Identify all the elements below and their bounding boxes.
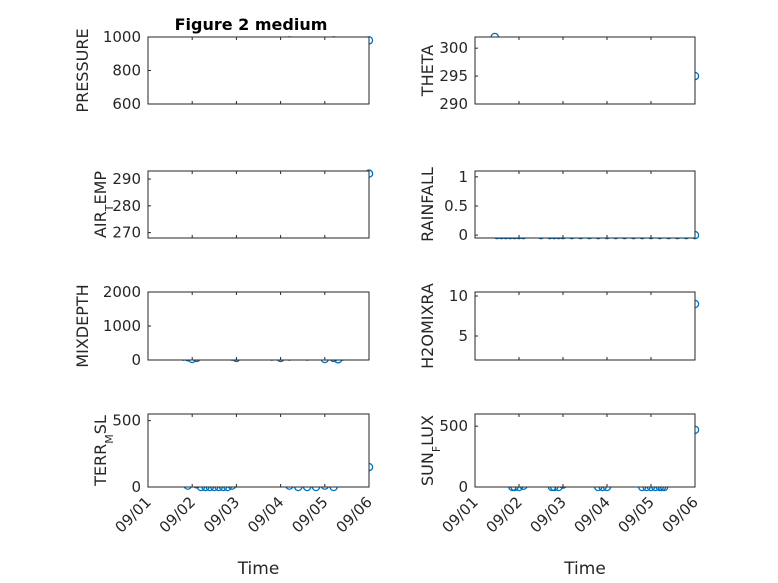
axes-frame <box>147 36 370 105</box>
x-tick-label: 09/03 <box>200 493 243 536</box>
y-tick-label: 5 <box>458 327 468 345</box>
x-tick-label: 09/04 <box>244 493 287 536</box>
axes-frame <box>147 170 370 239</box>
x-tick-label: 09/02 <box>156 493 199 536</box>
axes-frame <box>474 291 696 361</box>
y-axis-label: AIRTEMP <box>91 171 116 238</box>
x-tick-label: 09/05 <box>288 493 331 536</box>
y-tick-label: 500 <box>112 412 141 430</box>
y-tick-label: 300 <box>439 39 468 57</box>
x-axis-label: Time <box>237 559 280 579</box>
y-tick-label: 280 <box>112 197 141 215</box>
y-tick-label: 1000 <box>103 317 141 335</box>
x-tick-label: 09/05 <box>615 493 658 536</box>
axes-frame <box>474 413 696 488</box>
y-axis-label: TERRMSL <box>91 415 116 487</box>
x-tick-label: 09/06 <box>659 493 702 536</box>
y-tick-label: 270 <box>112 224 141 242</box>
figure-title: Figure 2 medium <box>175 15 328 34</box>
y-tick-label: 0 <box>458 478 468 496</box>
y-tick-label: 295 <box>439 67 468 85</box>
y-tick-label: 10 <box>449 287 468 305</box>
y-tick-label: 500 <box>439 417 468 435</box>
y-axis-label: THETA <box>418 45 437 97</box>
y-axis-label: SUNFLUX <box>418 415 443 486</box>
y-tick-label: 600 <box>112 95 141 113</box>
y-axis-label: H2OMIXRA <box>418 283 437 369</box>
x-tick-label: 09/03 <box>527 493 570 536</box>
y-axis-label: MIXDEPTH <box>73 284 92 367</box>
y-tick-label: 2000 <box>103 283 141 301</box>
y-tick-label: 0 <box>131 478 141 496</box>
subplot-4: 0 0.5 1 RAINFALL <box>418 167 700 244</box>
axes-frame <box>147 413 370 488</box>
subplot-5: 0 1000 2000 MIXDEPTH <box>73 283 370 369</box>
x-tick-label: 09/02 <box>483 493 526 536</box>
axes-frame <box>474 170 696 239</box>
x-tick-label: 09/04 <box>571 493 614 536</box>
x-tick-label: 09/01 <box>112 493 155 536</box>
subplot-6: 5 10 H2OMIXRA <box>418 283 700 369</box>
subplot-1: 600 800 1000 PRESSURE <box>73 28 374 113</box>
axes-frame <box>147 291 370 361</box>
y-tick-label: 1 <box>458 168 468 186</box>
y-tick-label: 800 <box>112 62 141 80</box>
y-tick-label: 0 <box>131 351 141 369</box>
y-tick-label: 1000 <box>103 28 141 46</box>
y-tick-label: 0.5 <box>444 197 468 215</box>
y-tick-label: 0 <box>458 226 468 244</box>
x-axis-label: Time <box>563 559 606 579</box>
y-axis-label: RAINFALL <box>418 167 437 242</box>
x-tick-label: 09/01 <box>439 493 482 536</box>
axes-frame <box>474 36 696 105</box>
y-tick-label: 290 <box>112 170 141 188</box>
y-axis-label: PRESSURE <box>73 28 92 112</box>
x-tick-label: 09/06 <box>333 493 376 536</box>
y-tick-label: 290 <box>439 95 468 113</box>
